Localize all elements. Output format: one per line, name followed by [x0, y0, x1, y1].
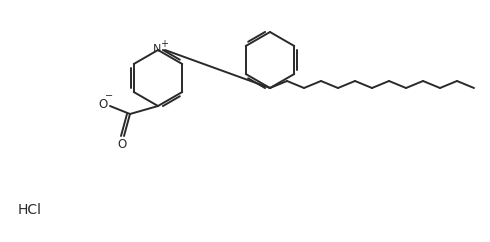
Text: O: O — [118, 137, 126, 151]
Text: N: N — [153, 44, 161, 54]
Text: +: + — [160, 39, 168, 49]
Text: −: − — [105, 91, 113, 101]
Text: O: O — [98, 98, 108, 111]
Text: HCl: HCl — [18, 203, 42, 217]
